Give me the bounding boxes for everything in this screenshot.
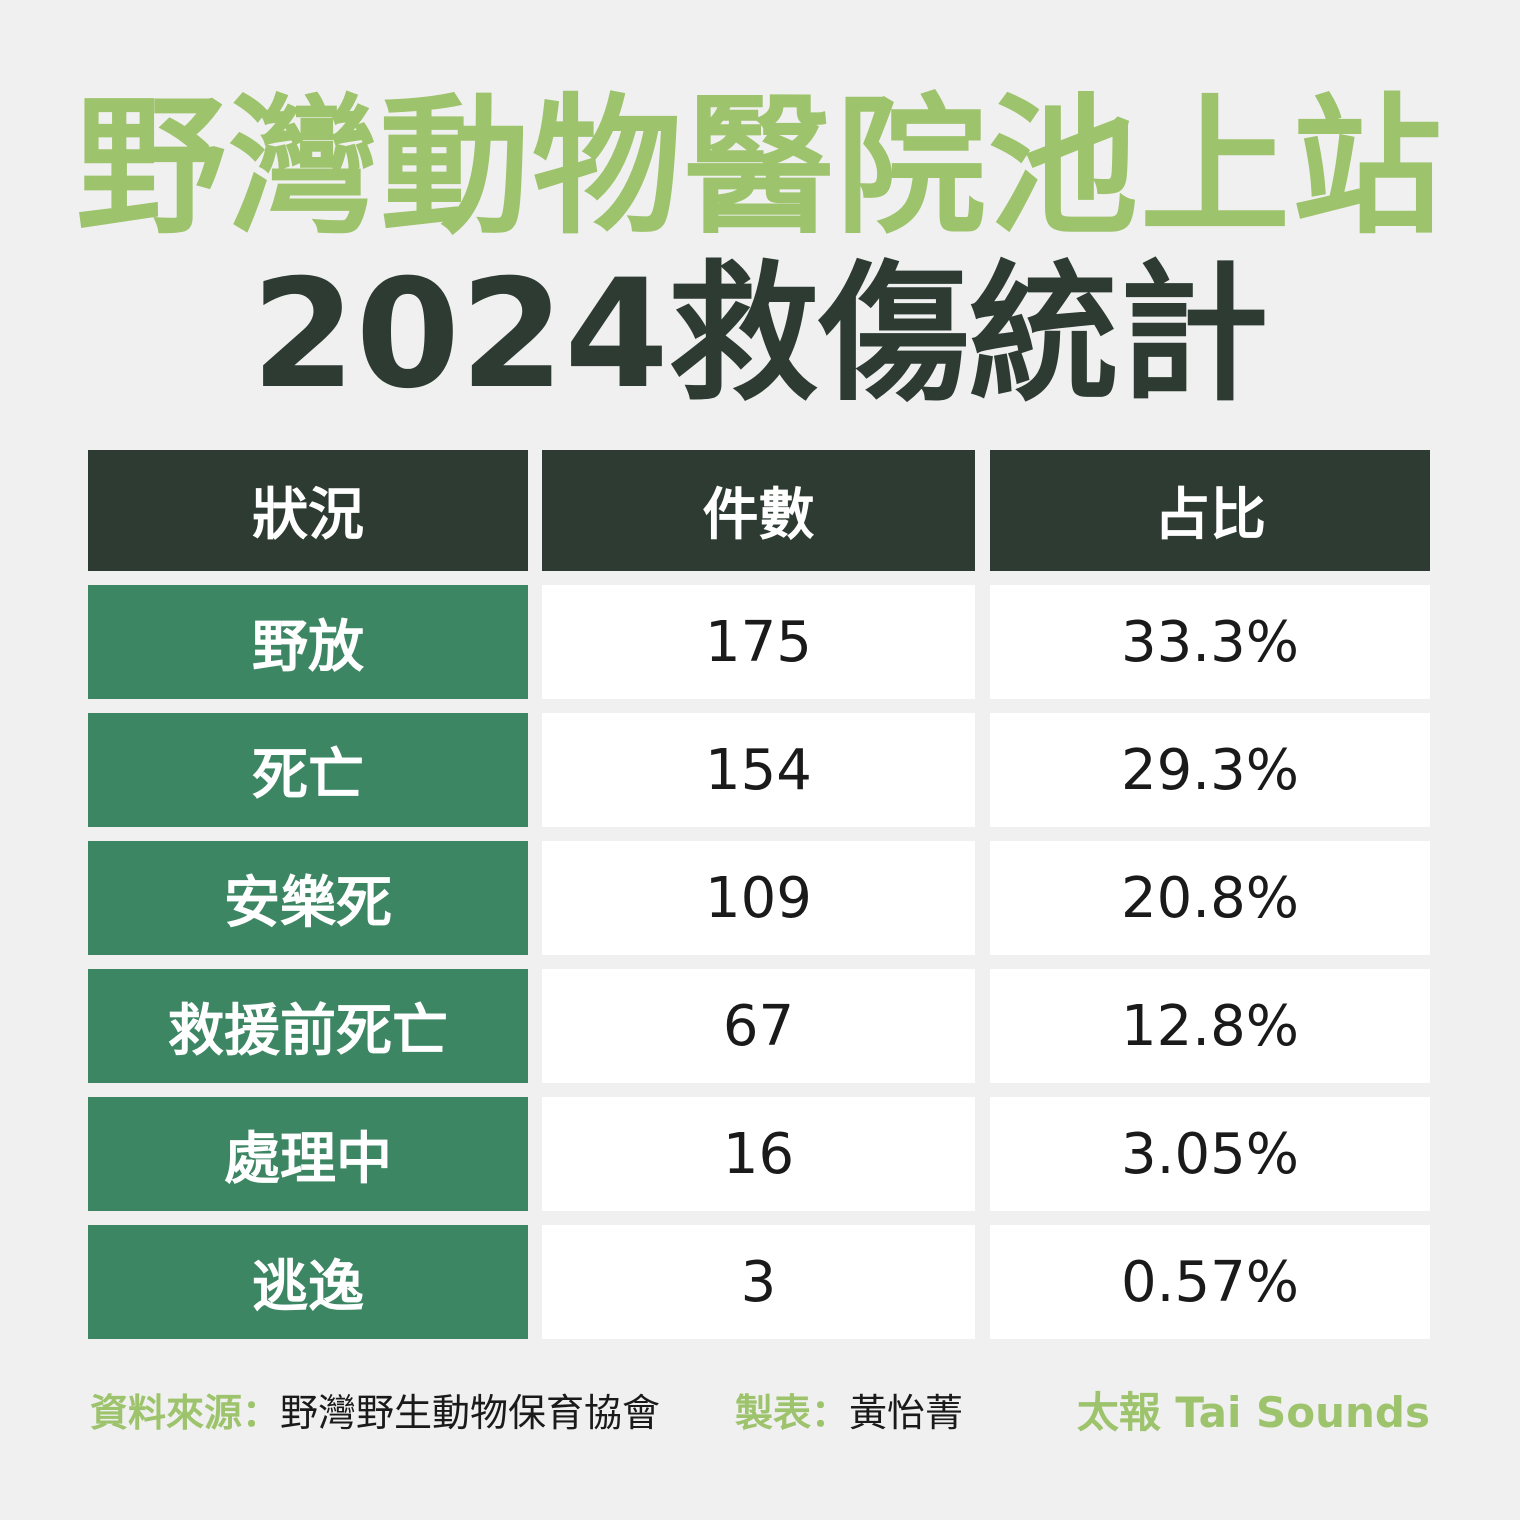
row-label-cell: 野放 bbox=[88, 585, 528, 699]
maker-label: 製表： bbox=[735, 1391, 850, 1435]
column-header: 占比 bbox=[990, 450, 1430, 571]
count-cell: 154 bbox=[542, 713, 975, 827]
count-cell: 175 bbox=[542, 585, 975, 699]
row-label-cell: 救援前死亡 bbox=[88, 969, 528, 1083]
row-label-cell: 死亡 bbox=[88, 713, 528, 827]
count-cell: 67 bbox=[542, 969, 975, 1083]
source-value: 野灣野生動物保育協會 bbox=[280, 1391, 661, 1435]
column-header: 件數 bbox=[542, 450, 975, 571]
percent-cell: 20.8% bbox=[990, 841, 1430, 955]
footer-source: 資料來源：野灣野生動物保育協會 bbox=[90, 1388, 660, 1438]
page-title: 野灣動物醫院池上站 bbox=[75, 81, 1444, 255]
count-cell: 3 bbox=[542, 1225, 975, 1339]
percent-cell: 3.05% bbox=[990, 1097, 1430, 1211]
count-cell: 16 bbox=[542, 1097, 975, 1211]
row-label-cell: 處理中 bbox=[88, 1097, 528, 1211]
brand-logo-text: 太報 Tai Sounds bbox=[1076, 1388, 1430, 1437]
percent-cell: 0.57% bbox=[990, 1225, 1430, 1339]
percent-cell: 12.8% bbox=[990, 969, 1430, 1083]
count-cell: 109 bbox=[542, 841, 975, 955]
footer-maker: 製表：黃怡菁 bbox=[735, 1388, 963, 1438]
row-label-cell: 安樂死 bbox=[88, 841, 528, 955]
row-label-cell: 逃逸 bbox=[88, 1225, 528, 1339]
page-subtitle: 2024救傷統計 bbox=[251, 248, 1269, 422]
column-header: 狀況 bbox=[88, 450, 528, 571]
maker-value: 黃怡菁 bbox=[849, 1391, 964, 1435]
percent-cell: 33.3% bbox=[990, 585, 1430, 699]
source-label: 資料來源： bbox=[90, 1391, 281, 1435]
percent-cell: 29.3% bbox=[990, 713, 1430, 827]
